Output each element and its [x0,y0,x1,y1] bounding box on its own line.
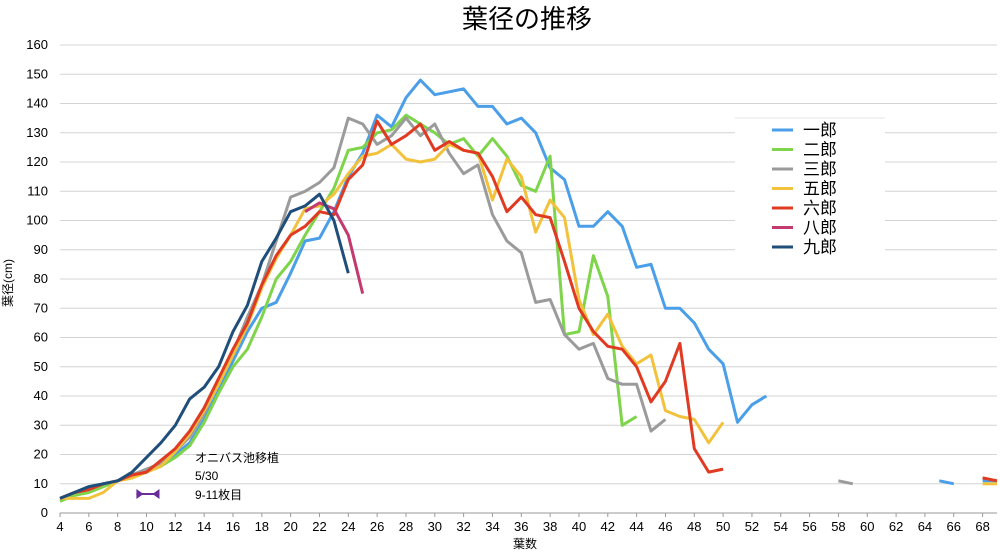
series-line-5-seg-2 [982,476,998,483]
x-tick-label: 58 [831,519,845,534]
y-axis-ticks: 0 10 20 30 40 50 60 70 80 90 100 110 120 130 140 150 160 [26,37,48,520]
legend-label-5: 六郎 [803,199,837,218]
series-line-5-seg-1 [59,119,724,500]
x-tick-label: 4 [56,519,63,534]
transplant-range-arrow-right [152,488,160,499]
y-tick-label: 90 [34,242,48,257]
x-tick-label: 56 [802,519,816,534]
series-line-1-seg-1 [59,78,768,500]
y-axis-label: 葉径(cm) [1,259,15,307]
x-tick-label: 38 [543,519,557,534]
x-tick-label: 66 [947,519,961,534]
x-tick-label: 36 [514,519,528,534]
y-tick-label: 0 [41,505,48,520]
legend-label-6: 八郎 [803,219,837,238]
x-tick-label: 60 [860,519,874,534]
series-line-1-seg-2 [938,479,955,486]
y-tick-label: 60 [34,330,48,345]
transplant-range-arrow-left [136,488,144,499]
y-tick-label: 40 [34,388,48,403]
x-tick-label: 62 [889,519,903,534]
series-line-3-seg-2 [838,479,854,486]
legend-box [735,116,885,266]
y-tick-label: 130 [26,125,48,140]
legend-label-3: 三郎 [803,160,837,179]
y-tick-label: 150 [26,66,48,81]
y-tick-label: 20 [34,447,48,462]
x-tick-label: 20 [283,519,297,534]
x-tick-label: 32 [456,519,470,534]
x-tick-label: 22 [312,519,326,534]
x-tick-label: 46 [658,519,672,534]
transplant-annotation: オニバス池移植 5/30 9-11枚目 [136,450,279,502]
legend-label-4: 五郎 [803,180,837,199]
x-tick-label: 64 [918,519,932,534]
legend-label-1: 一郎 [803,121,837,140]
x-tick-label: 30 [428,519,442,534]
x-tick-label: 34 [485,519,499,534]
y-tick-label: 110 [27,183,48,198]
x-tick-label: 12 [168,519,182,534]
x-tick-label: 28 [399,519,413,534]
x-tick-label: 6 [85,519,92,534]
x-axis-label: 葉数 [513,536,537,551]
x-tick-label: 54 [774,519,788,534]
x-tick-label: 8 [114,519,121,534]
x-tick-label: 40 [572,519,586,534]
y-tick-label: 100 [26,213,48,228]
x-tick-label: 16 [226,519,240,534]
y-tick-label: 10 [34,476,48,491]
y-tick-label: 70 [34,300,48,315]
x-tick-label: 14 [197,519,211,534]
x-tick-label: 50 [716,519,730,534]
x-tick-label: 52 [745,519,759,534]
x-tick-label: 44 [629,519,643,534]
annotation-line-1: オニバス池移植 [195,450,279,465]
series-lines [59,78,998,503]
series-line-6-seg-1 [304,201,365,294]
annotation-line-2: 5/30 [195,469,219,483]
legend-label-7: 九郎 [803,238,837,257]
y-tick-label: 120 [26,154,48,169]
y-tick-label: 140 [26,96,48,111]
x-tick-label: 26 [370,519,384,534]
x-tick-label: 48 [687,519,701,534]
series-line-7-seg-1 [59,192,350,500]
annotation-line-3: 9-11枚目 [195,487,242,502]
y-tick-label: 30 [34,417,48,432]
x-tick-label: 24 [341,519,355,534]
y-tick-label: 50 [34,359,48,374]
x-tick-label: 42 [601,519,615,534]
y-tick-label: 80 [34,271,48,286]
legend-label-2: 二郎 [803,141,837,160]
chart-title: 葉径の推移 [462,4,592,34]
series-line-3-seg-1 [59,116,667,500]
x-tick-label: 68 [975,519,989,534]
x-tick-label: 18 [255,519,269,534]
y-tick-label: 160 [26,37,48,52]
x-tick-label: 10 [139,519,153,534]
x-axis-ticks: 4 6 8 10 12 14 16 18 20 22 24 26 28 30 32 34 36 38 40 42 44 4… [56,513,990,534]
